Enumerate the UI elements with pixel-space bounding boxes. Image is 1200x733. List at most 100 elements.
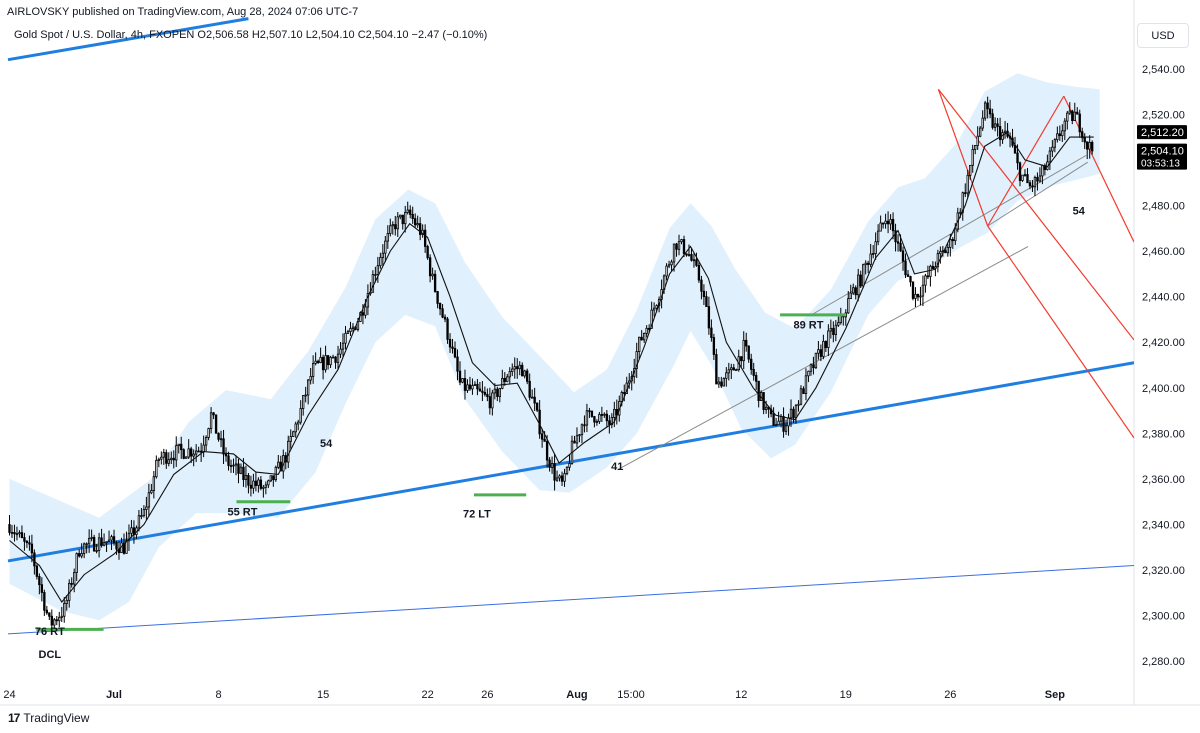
candle-body <box>824 340 828 349</box>
candle-body <box>993 123 997 128</box>
candle-body <box>585 410 589 426</box>
price-tag-bg <box>1137 143 1187 170</box>
candle-body <box>30 543 34 554</box>
x-tick-label: 12 <box>735 689 747 701</box>
candle-body <box>560 475 564 482</box>
volatility-band <box>9 73 1100 621</box>
candle-body <box>750 358 753 370</box>
candle-body <box>259 479 263 489</box>
candle-body <box>371 274 375 293</box>
candle-body <box>389 225 392 234</box>
trendline-lower-support <box>7 565 1134 635</box>
x-tick-label: Sep <box>1045 689 1065 701</box>
candle-body <box>919 295 922 298</box>
candle-body <box>792 408 795 419</box>
candle-body <box>1003 130 1007 134</box>
candle-body <box>613 409 616 418</box>
candle-body <box>812 364 815 369</box>
candle-body <box>401 214 404 225</box>
candle-body <box>804 375 808 394</box>
candle-body <box>349 328 352 332</box>
y-tick-label: 2,380.00 <box>1142 428 1185 440</box>
candle-body <box>884 220 887 225</box>
candle-body <box>185 456 188 459</box>
candle-body <box>50 615 53 626</box>
candle-body <box>1071 110 1074 121</box>
candle-body <box>779 416 783 422</box>
tradingview-footer[interactable]: 17 TradingView <box>8 711 89 725</box>
candle-body <box>1061 130 1064 137</box>
candle-body <box>175 445 178 461</box>
candle-body <box>45 609 48 614</box>
candle-body <box>906 274 910 277</box>
candle-body <box>391 224 394 227</box>
annotation-label-3: 54 <box>320 438 333 450</box>
candle-body <box>162 452 165 458</box>
y-tick-label: 2,320.00 <box>1142 565 1185 577</box>
candle-body <box>876 230 880 243</box>
candle-body <box>172 457 175 461</box>
candle-body <box>232 464 235 467</box>
candle-body <box>822 340 825 357</box>
ohlc-close: C2,504.10 <box>357 29 409 41</box>
candle-body <box>204 437 208 446</box>
candle-body <box>690 254 693 261</box>
candle-body <box>448 338 452 348</box>
candle-body <box>122 542 126 554</box>
candle-body <box>1023 174 1027 176</box>
candle-body <box>341 342 345 350</box>
candle-body <box>672 243 676 263</box>
candle-body <box>486 393 489 398</box>
x-tick-label: 15 <box>317 689 329 701</box>
ohlc-change: −2.47 (−0.10%) <box>411 29 488 41</box>
candle-body <box>735 369 738 372</box>
candle-body <box>498 387 501 397</box>
candle-body <box>142 509 146 516</box>
candle-body <box>959 211 962 214</box>
candle-body <box>309 375 312 381</box>
candle-body <box>545 441 549 461</box>
candle-body <box>339 348 342 355</box>
candle-body <box>35 565 39 577</box>
candle-body <box>100 537 103 546</box>
candle-body <box>55 619 58 622</box>
candle-body <box>682 239 686 255</box>
candle-body <box>105 541 108 544</box>
candle-body <box>10 532 14 534</box>
candle-body <box>991 113 994 128</box>
candle-body <box>140 515 143 517</box>
candle-body <box>501 377 504 389</box>
candle-body <box>43 592 46 611</box>
candle-body <box>784 425 788 432</box>
candle-body <box>222 438 225 455</box>
candle-body <box>740 356 743 362</box>
candle-body <box>150 490 153 494</box>
candle-body <box>752 369 755 376</box>
annotation-label-6: 89 RT <box>793 320 823 332</box>
candle-body <box>1033 177 1037 188</box>
candle-body <box>1086 141 1089 150</box>
candle-body <box>949 239 952 248</box>
candle-body <box>814 352 818 369</box>
currency-selector[interactable]: USD <box>1137 23 1189 48</box>
symbol-legend[interactable]: Gold Spot / U.S. Dollar, 4h, FXOPEN O2,5… <box>14 29 487 41</box>
candle-body <box>665 265 668 277</box>
candle-body <box>463 378 467 391</box>
candle-body <box>911 281 915 299</box>
candle-body <box>384 240 387 254</box>
candle-body <box>680 239 683 243</box>
candle-body <box>394 224 397 230</box>
candle-body <box>555 477 559 481</box>
candle-body <box>433 273 437 292</box>
candle-body <box>202 444 205 453</box>
candle-body <box>899 242 902 252</box>
candle-body <box>170 457 173 461</box>
candle-body <box>192 453 195 457</box>
candle-body <box>652 307 656 311</box>
candle-body <box>73 572 76 585</box>
candle-body <box>63 603 66 617</box>
candle-body <box>160 456 163 460</box>
candle-body <box>677 241 681 250</box>
candle-body <box>640 336 643 341</box>
